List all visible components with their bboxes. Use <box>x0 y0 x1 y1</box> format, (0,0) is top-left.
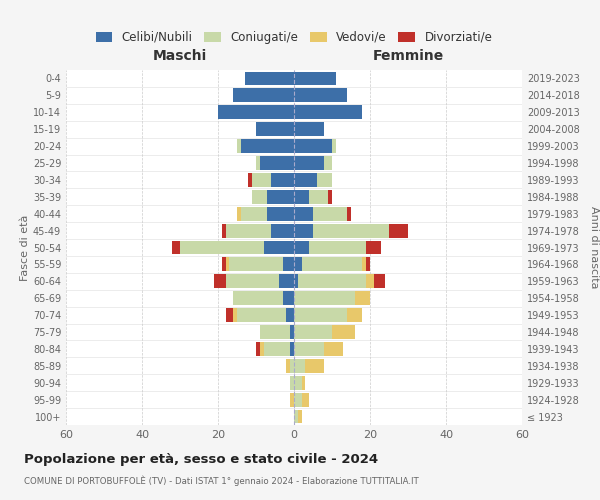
Bar <box>309 190 328 203</box>
Bar <box>226 224 271 237</box>
Bar <box>309 240 366 254</box>
Bar <box>366 240 382 254</box>
Bar <box>294 156 325 170</box>
Bar <box>256 156 260 170</box>
Bar <box>294 359 305 373</box>
Bar <box>290 342 294 356</box>
Bar <box>260 342 263 356</box>
Bar <box>294 106 362 119</box>
Bar <box>294 224 313 237</box>
Bar <box>260 325 290 339</box>
Bar <box>374 274 385 288</box>
Bar <box>328 190 332 203</box>
Bar <box>294 88 347 102</box>
Bar <box>290 376 294 390</box>
Bar <box>294 173 317 187</box>
Bar <box>294 325 332 339</box>
Bar <box>226 258 229 272</box>
Bar <box>248 173 252 187</box>
Bar <box>290 392 294 406</box>
Bar <box>294 72 336 86</box>
Y-axis label: Fasce di età: Fasce di età <box>20 214 30 280</box>
Bar <box>302 376 305 390</box>
Bar <box>229 258 283 272</box>
Bar <box>271 173 294 187</box>
Bar <box>233 88 294 102</box>
Bar <box>332 325 355 339</box>
Bar <box>252 173 271 187</box>
Bar <box>222 224 226 237</box>
Legend: Celibi/Nubili, Coniugati/e, Vedovi/e, Divorziati/e: Celibi/Nubili, Coniugati/e, Vedovi/e, Di… <box>91 26 497 48</box>
Bar <box>214 274 226 288</box>
Bar <box>252 190 268 203</box>
Bar <box>241 139 294 153</box>
Bar <box>245 72 294 86</box>
Bar <box>263 342 290 356</box>
Bar <box>180 240 263 254</box>
Bar <box>226 274 279 288</box>
Bar <box>302 392 309 406</box>
Bar <box>286 359 290 373</box>
Bar <box>268 207 294 220</box>
Bar <box>172 240 180 254</box>
Bar <box>279 274 294 288</box>
Y-axis label: Anni di nascita: Anni di nascita <box>589 206 599 289</box>
Bar <box>347 308 362 322</box>
Bar <box>294 342 325 356</box>
Bar <box>347 207 351 220</box>
Bar <box>332 139 336 153</box>
Bar <box>355 292 370 305</box>
Bar <box>226 308 233 322</box>
Bar <box>305 359 325 373</box>
Text: COMUNE DI PORTOBUFFOLÈ (TV) - Dati ISTAT 1° gennaio 2024 - Elaborazione TUTTITAL: COMUNE DI PORTOBUFFOLÈ (TV) - Dati ISTAT… <box>24 476 419 486</box>
Bar <box>298 410 302 424</box>
Bar <box>362 258 366 272</box>
Bar <box>283 258 294 272</box>
Bar <box>294 139 332 153</box>
Bar <box>294 392 302 406</box>
Bar <box>233 308 237 322</box>
Bar <box>317 173 332 187</box>
Bar <box>294 376 302 390</box>
Bar <box>294 240 309 254</box>
Bar <box>237 308 286 322</box>
Bar <box>260 156 294 170</box>
Bar <box>294 292 355 305</box>
Bar <box>233 292 283 305</box>
Bar <box>294 190 309 203</box>
Bar <box>294 410 298 424</box>
Bar <box>313 224 389 237</box>
Bar <box>286 308 294 322</box>
Bar <box>313 207 347 220</box>
Bar <box>294 122 325 136</box>
Bar <box>302 258 362 272</box>
Bar <box>294 207 313 220</box>
Bar <box>366 274 374 288</box>
Text: Popolazione per età, sesso e stato civile - 2024: Popolazione per età, sesso e stato civil… <box>24 452 378 466</box>
Bar <box>389 224 408 237</box>
Bar <box>241 207 268 220</box>
Bar <box>263 240 294 254</box>
Bar <box>271 224 294 237</box>
Bar <box>283 292 294 305</box>
Bar <box>325 342 343 356</box>
Bar <box>218 106 294 119</box>
Bar <box>222 258 226 272</box>
Bar <box>290 325 294 339</box>
Bar <box>256 342 260 356</box>
Bar <box>290 359 294 373</box>
Bar <box>294 274 298 288</box>
Bar <box>256 122 294 136</box>
Text: Maschi: Maschi <box>153 49 207 63</box>
Text: Femmine: Femmine <box>373 49 443 63</box>
Bar <box>268 190 294 203</box>
Bar <box>366 258 370 272</box>
Bar <box>294 308 347 322</box>
Bar <box>237 207 241 220</box>
Bar <box>294 258 302 272</box>
Bar <box>237 139 241 153</box>
Bar <box>325 156 332 170</box>
Bar <box>298 274 366 288</box>
